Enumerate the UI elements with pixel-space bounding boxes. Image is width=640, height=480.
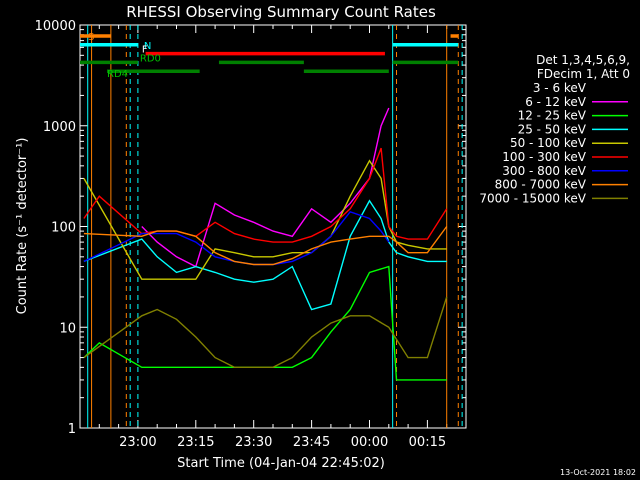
render-timestamp: 13-Oct-2021 18:02 [560, 468, 636, 477]
legend-entry-label: 100 - 300 keV [502, 150, 586, 164]
x-tick-label: 23:00 [119, 435, 156, 450]
legend-entry-label: 50 - 100 keV [510, 136, 587, 150]
legend-entry-label: 800 - 7000 keV [495, 178, 587, 192]
legend-entry-label: 7000 - 15000 keV [479, 191, 586, 205]
plot-area: 1 10 100 1000 10000 23:00 23:15 23:30 23:45 00:00… [35, 19, 467, 450]
series-line [83, 159, 447, 280]
flag-label: S [88, 32, 94, 43]
legend-header-fdecim: FDecim 1, Att 0 [537, 67, 630, 81]
y-tick-label: 1000 [43, 120, 76, 135]
flag-label: RD0 [140, 53, 161, 64]
series-line [83, 265, 447, 381]
legend-header-detectors: Det 1,3,4,5,6,9, [536, 53, 630, 67]
series-line [141, 117, 390, 232]
legend-entry-label: 6 - 12 keV [525, 95, 587, 109]
flag-label: RD4 [107, 69, 128, 80]
x-tick-label: 00:00 [351, 435, 388, 450]
y-tick-label: 1 [68, 422, 76, 437]
chart-title: RHESSI Observing Summary Count Rates [126, 3, 436, 21]
x-tick-label: 00:15 [409, 435, 446, 450]
x-tick-label: 23:45 [293, 435, 330, 450]
legend-entry-label: 12 - 25 keV [518, 109, 587, 123]
series-line [141, 107, 390, 268]
y-axis-label: Count Rate (s⁻¹ detector⁻¹) [15, 138, 30, 315]
legend-entry-label: 25 - 50 keV [518, 122, 587, 136]
flag-label: N [144, 41, 151, 52]
x-tick-label: 23:15 [177, 435, 214, 450]
flag-label: F [142, 45, 148, 56]
x-axis-label: Start Time (04-Jan-04 22:45:02) [177, 456, 385, 471]
legend-entry-label: 3 - 6 keV [533, 81, 587, 95]
legend-entry-label: 300 - 800 keV [502, 164, 586, 178]
series-line [83, 199, 447, 311]
legend: Det 1,3,4,5,6,9, FDecim 1, Att 0 3 - 6 k… [479, 53, 630, 205]
series-line [83, 296, 448, 368]
x-tick-label: 23:30 [235, 435, 272, 450]
y-tick-label: 10 [59, 321, 76, 336]
series-line [83, 210, 390, 266]
series-line [83, 226, 448, 266]
y-tick-label: 10000 [35, 19, 76, 34]
y-tick-label: 100 [51, 221, 76, 236]
